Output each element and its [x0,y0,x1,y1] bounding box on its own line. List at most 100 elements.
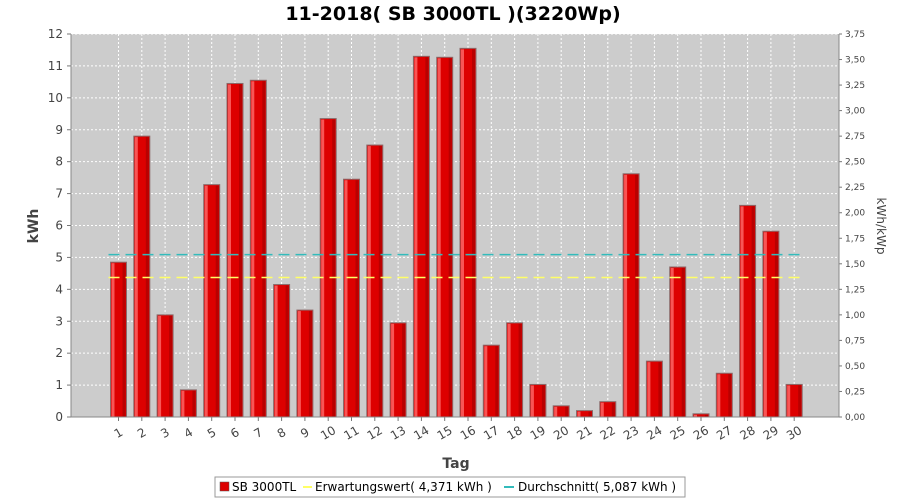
x-tick-label: 4 [182,425,196,441]
bar [319,118,337,418]
y-tick-label: 3 [55,314,63,328]
bar [482,344,500,418]
legend: SB 3000TL Erwartungswert( 4,371 kWh ) Durc… [214,476,686,498]
bar [133,135,151,418]
bar [179,389,197,418]
x-tick-label: 25 [668,423,688,443]
y-tick-label: 11 [48,59,63,73]
y2-tick-label: 0,50 [845,362,865,372]
y2-tick-label: 2,25 [845,183,865,193]
legend-item: Durchschnitt( 5,087 kWh ) [504,480,676,494]
x-tick-label: 29 [761,423,781,443]
y2-tick-label: 2,75 [845,132,865,142]
bar [249,79,267,418]
x-tick-label: 14 [411,423,431,443]
y2-tick-label: 1,00 [845,311,865,321]
y2-axis-label: kWh/kWp [874,198,888,255]
y-tick-label: 0 [55,410,63,424]
x-tick-label: 10 [318,423,338,443]
bar [669,266,687,418]
y-axis-label: kWh [26,209,42,244]
legend-item: Erwartungswert( 4,371 kWh ) [303,480,492,494]
bar [436,56,454,418]
y2-tick-label: 1,25 [845,285,865,295]
x-tick-label: 21 [574,423,594,443]
reference-lines [108,253,805,279]
y-tick-label: 6 [55,219,63,233]
chart-title: 11-2018( SB 3000TL )(3220Wp) [285,3,620,25]
bar [343,178,360,418]
x-tick-label: 15 [435,423,455,443]
x-tick-label: 7 [251,425,265,441]
y2-tick-label: 2,50 [845,158,865,168]
x-tick-label: 2 [135,425,149,441]
y-tick-label: 2 [55,346,63,360]
x-axis-label: Tag [442,456,469,472]
x-tick-label: 6 [228,425,242,441]
y-tick-label: 9 [55,123,63,137]
bar [203,184,221,418]
bar [645,360,663,418]
bar [366,144,384,418]
y-tick-label: 8 [55,155,63,169]
y-tick-label: 4 [55,282,63,296]
bar [226,82,244,418]
y2-tick-label: 0,25 [845,387,865,397]
x-tick-label: 3 [158,425,172,441]
bar [576,410,593,418]
bar [529,383,547,418]
x-tick-label: 20 [551,423,571,443]
legend-label: SB 3000TL [232,480,297,494]
bar [412,55,430,418]
y-tick-label: 10 [48,91,63,105]
x-tick-label: 9 [298,425,312,441]
x-tick-label: 5 [205,425,219,441]
x-tick-label: 8 [275,425,289,441]
x-tick-label: 18 [504,423,524,443]
bar [156,314,174,418]
x-tick-label: 11 [341,423,361,443]
bar [622,173,640,418]
x-tick-label: 17 [481,423,501,443]
bar [273,284,291,418]
y2-tick-label: 3,50 [845,56,865,66]
x-tick-label: 24 [644,423,664,443]
y2-tick-label: 3,75 [845,30,865,40]
bar [785,383,803,418]
y2-tick-label: 2,00 [845,209,865,219]
bar [599,401,617,418]
y2-tick-label: 0,00 [845,413,865,423]
y-tick-label: 12 [48,27,63,41]
bar [389,322,407,418]
x-tick-label: 30 [784,423,804,443]
legend-box [214,476,686,498]
x-tick-label: 28 [737,423,757,443]
bar [715,372,733,418]
grid [71,33,839,417]
y2-tick-label: 0,75 [845,336,865,346]
bar [762,230,780,418]
bar [552,405,570,418]
y2-tick-label: 3,25 [845,81,865,91]
y-tick-label: 1 [55,378,63,392]
x-tick-label: 19 [528,423,548,443]
x-tick-label: 26 [691,423,711,443]
x-tick-label: 27 [714,423,734,443]
legend-item: SB 3000TL [219,480,297,494]
x-tick-label: 12 [365,423,385,443]
legend-label: Durchschnitt( 5,087 kWh ) [518,480,676,494]
x-tick-label: 16 [458,423,478,443]
bar [739,204,757,418]
x-tick-label: 13 [388,423,408,443]
y2-tick-label: 1,75 [845,234,865,244]
x-tick-label: 23 [621,423,641,443]
y-tick-label: 5 [55,250,63,264]
legend-swatch [219,481,230,492]
y-tick-label: 7 [55,187,63,201]
y2-tick-label: 3,00 [845,107,865,117]
x-tick-label: 1 [112,425,126,441]
legend-label: Erwartungswert( 4,371 kWh ) [315,480,492,494]
bar [296,309,314,418]
y2-tick-label: 1,50 [845,260,865,270]
